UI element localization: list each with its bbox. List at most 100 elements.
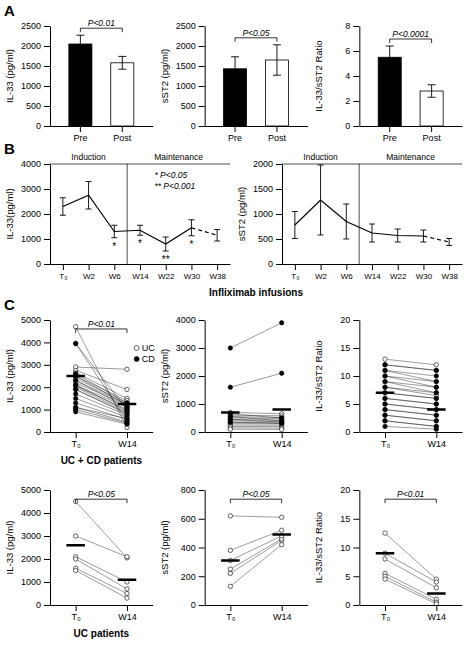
point (73, 378, 77, 382)
point (434, 385, 438, 389)
point-label: * (138, 238, 142, 249)
point (125, 591, 129, 595)
x-axis-tick: W14 (273, 605, 292, 622)
x-axis: T₀W14 (51, 432, 154, 449)
line-dashed (423, 236, 449, 242)
pair-line (76, 557, 127, 582)
y-axis-title: IL-33 (pg/ml) (4, 49, 15, 103)
pair-line (230, 420, 281, 422)
point (383, 385, 387, 389)
point (434, 419, 438, 423)
plot-top-border (282, 164, 462, 165)
y-axis-tick-label: 6 (345, 46, 350, 56)
y-axis-tick: 500 (26, 101, 50, 111)
pair-line (76, 502, 127, 558)
y-axis-title: IL-33 (pg/ml) (4, 521, 15, 575)
point (383, 413, 387, 417)
y-axis-tick-mark (353, 576, 359, 577)
point (383, 407, 387, 411)
pair-line (76, 374, 127, 403)
phase-label: Maintenance (386, 152, 435, 162)
y-axis-tick-label: 5000 (21, 485, 41, 495)
pair-line (385, 553, 436, 582)
y-axis-tick-mark (44, 214, 50, 215)
point (383, 424, 387, 428)
y-axis-tick-label: 3000 (21, 360, 41, 370)
pair-line (76, 403, 127, 420)
y-axis-tick-label: 1000 (21, 81, 41, 91)
significance-bracket (235, 38, 277, 42)
y-axis-tick: 3000 (21, 360, 50, 370)
y-axis-line (205, 321, 206, 433)
plot-area (60, 182, 220, 252)
plot-area (66, 499, 136, 600)
y-axis-tick-mark (44, 86, 50, 87)
y-axis-tick-mark (44, 342, 50, 343)
panel: 05001000150020002500IL-33 (pg/ml)PrePost… (4, 18, 153, 143)
x-axis: T₀W14 (51, 605, 154, 622)
error-bar (420, 230, 426, 242)
x-axis-line (51, 432, 154, 433)
y-axis-tick-mark (44, 536, 50, 537)
y-axis-tick-label: 2000 (176, 371, 196, 381)
y-axis-tick-label: 1000 (21, 405, 41, 415)
legend-swatch (134, 357, 139, 362)
y-axis-tick-mark (353, 126, 359, 127)
y-axis-tick: 0 (345, 600, 359, 610)
point (279, 421, 283, 425)
y-axis: 010002000300040005000 (21, 315, 51, 437)
pair-line (385, 376, 436, 387)
y-axis-tick-mark (353, 490, 359, 491)
error-bar (446, 239, 452, 246)
x-axis-tick-label: T₀ (226, 439, 235, 449)
pair-line (385, 426, 436, 429)
point (73, 392, 77, 396)
y-axis-tick-mark (199, 490, 205, 491)
pair-line (385, 579, 436, 604)
plot-area (69, 35, 134, 126)
x-axis: T₀W2W6W14W22W30W38 (283, 264, 463, 281)
x-axis-tick: W22 (158, 264, 175, 281)
y-axis-tick: 10 (340, 543, 359, 553)
y-axis-tick: 3000 (21, 531, 50, 541)
y-axis-tick-mark (199, 605, 205, 606)
pair-line (385, 370, 436, 381)
point (279, 421, 283, 425)
y-axis-tick: 500 (258, 234, 282, 244)
x-axis-tick: Post (113, 126, 132, 143)
x-axis-tick: T₀ (226, 605, 235, 622)
y-axis-tick-label: 0 (36, 259, 41, 269)
y-axis-tick-label: 1500 (21, 61, 41, 71)
y-axis-tick-label: 200 (181, 572, 196, 582)
pair-line (230, 422, 281, 423)
point (73, 387, 77, 391)
x-axis-tick-mark (385, 432, 386, 438)
point (228, 548, 232, 552)
bracket-label: P<0.05 (242, 489, 269, 499)
point (383, 363, 387, 367)
panel: 05101520IL-33/sST2 RatioT₀W14 (313, 315, 462, 449)
x-axis-tick-label: W14 (428, 612, 447, 622)
point (228, 385, 232, 389)
y-axis: 05101520 (340, 315, 360, 437)
point (228, 346, 232, 350)
pair-line (230, 425, 281, 426)
y-axis-title: IL-33/sST2 Ratio (313, 340, 324, 411)
y-axis-tick-mark (199, 376, 205, 377)
y-axis-tick-label: 500 (181, 101, 196, 111)
y-axis-line (359, 27, 360, 127)
x-axis-tick: Post (423, 126, 442, 143)
y-axis-tick-mark (199, 348, 205, 349)
x-axis-tick-label: W38 (441, 272, 458, 281)
y-axis-tick-mark (353, 101, 359, 102)
y-axis: 010002000300040005000 (21, 485, 51, 610)
panel-title: A (4, 2, 15, 19)
point (73, 383, 77, 387)
x-axis-tick-mark (385, 605, 386, 611)
y-axis-tick: 0 (191, 427, 205, 437)
pair-line (76, 410, 127, 423)
subtitle: UC + CD patients (61, 455, 143, 466)
pair-line (385, 370, 436, 376)
y-axis: 0200400600800 (181, 485, 206, 610)
y-axis-tick-label: 0 (36, 121, 41, 131)
